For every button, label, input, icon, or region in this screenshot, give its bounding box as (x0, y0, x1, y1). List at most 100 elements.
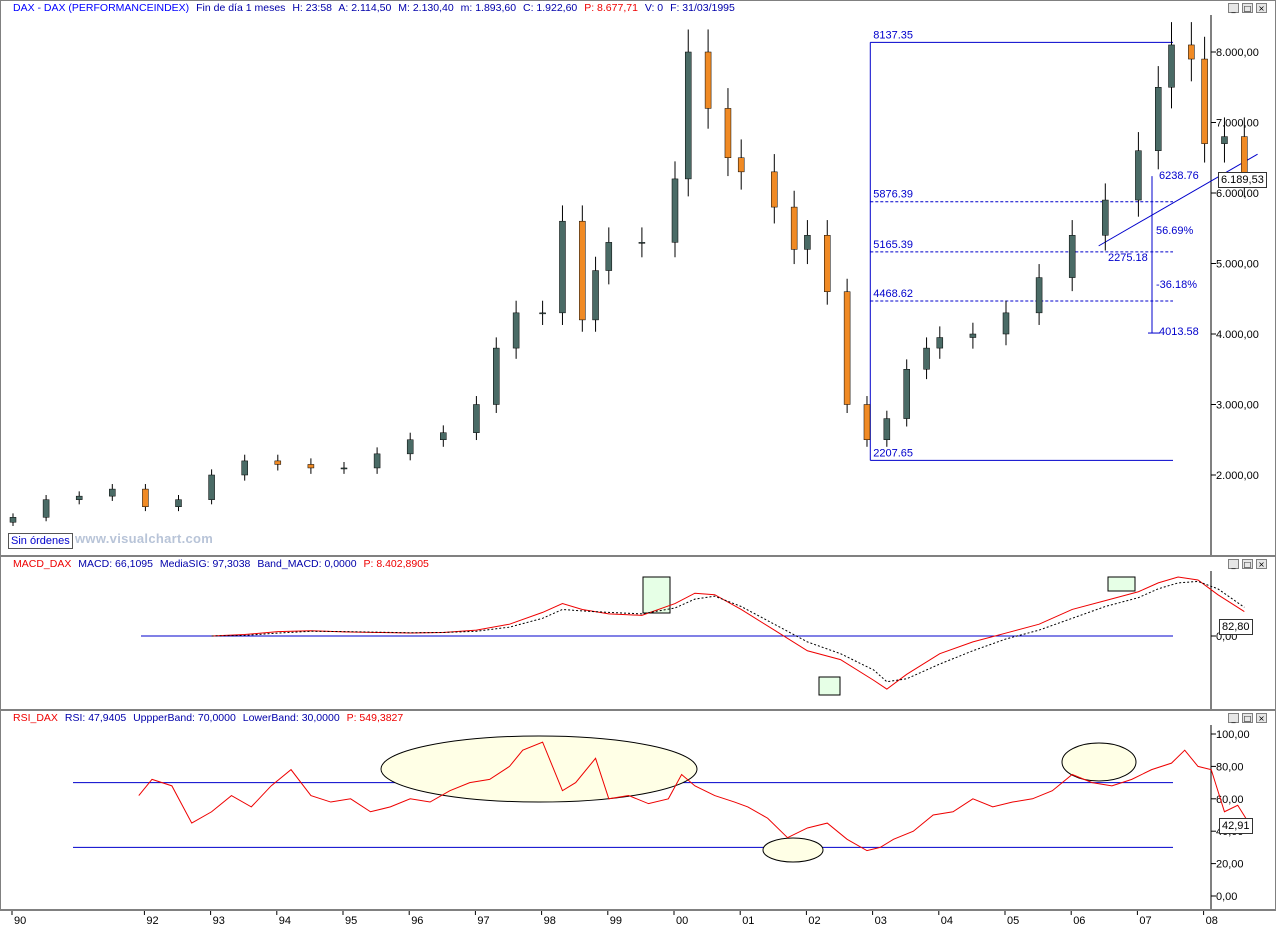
x-axis-tick-label: 97 (477, 915, 489, 927)
candle-down (142, 488, 149, 507)
x-axis-tick-label: 99 (610, 915, 622, 927)
pct-down-label: -36.18% (1156, 279, 1197, 291)
price-title: DAX - DAX (PERFORMANCEINDEX) (13, 2, 190, 14)
candle-up (969, 333, 977, 338)
price-panel: DAX - DAX (PERFORMANCEINDEX) Fin de día … (0, 0, 1276, 556)
x-axis-tick-label: 07 (1139, 915, 1151, 927)
price-chart[interactable]: 8.000,00 7.000,00 6.000,00 5.000,00 4.000,00… (1, 1, 1276, 556)
x-axis-tick-label: 06 (1073, 915, 1085, 927)
macd-chart[interactable]: 0,00 (1, 557, 1276, 710)
candle-up (208, 474, 215, 500)
rsi-highlight-ellipse (380, 735, 698, 803)
candle-down (863, 404, 871, 440)
candle-up (1035, 277, 1043, 314)
candle-up (340, 467, 348, 470)
macd-signal-line (211, 580, 1245, 683)
rsi-highlight-ellipse (1061, 742, 1137, 782)
candle-down (274, 460, 282, 465)
x-axis-tick-label: 03 (875, 915, 887, 927)
fib-label-2: 5165.39 (873, 239, 913, 251)
candle-down (579, 220, 586, 321)
candle-down (737, 157, 745, 173)
candle-up (638, 242, 646, 244)
candle-up (804, 235, 811, 250)
x-axis-tick-label: 02 (808, 915, 820, 927)
close-button[interactable]: × (1256, 3, 1267, 13)
x-axis-tick-label: 04 (941, 915, 953, 927)
target-label: 4013.58 (1159, 326, 1199, 338)
macd-minimize-button[interactable]: _ (1228, 559, 1239, 569)
x-axis: 90 92 93 94 95 96 97 98 99 00 01 02 03 04 05 06 07 08 (0, 910, 1276, 928)
price-y-tick-label: 2.000,00 (1216, 470, 1259, 482)
rsi-y-tick-label: 60,00 (1216, 794, 1244, 806)
candle-up (75, 495, 83, 500)
macd-highlight-box (642, 576, 671, 614)
candle-up (1068, 235, 1076, 278)
candle-up (9, 517, 17, 523)
price-header: DAX - DAX (PERFORMANCEINDEX) Fin de día … (13, 2, 735, 14)
orders-button[interactable]: Sin órdenes (8, 533, 73, 549)
candle-down (843, 291, 851, 405)
rsi-y-tick-label: 0,00 (1216, 891, 1237, 903)
macd-highlight-box (1107, 576, 1136, 592)
x-axis-tick-label: 98 (544, 915, 556, 927)
candle-up (684, 51, 692, 180)
amount-label: 2275.18 (1108, 252, 1148, 264)
candle-up (1168, 44, 1175, 88)
maximize-button[interactable]: □ (1242, 3, 1253, 13)
rsi-header: RSI_DAX RSI: 47,9405 UppperBand: 70,0000… (13, 712, 404, 724)
price-y-tick-label: 8.000,00 (1216, 47, 1259, 59)
rsi-y-tick-label: 80,00 (1216, 761, 1244, 773)
price-y-tick-label: 3.000,00 (1216, 400, 1259, 412)
fib-high-label: 8137.35 (873, 29, 913, 41)
rsi-y-tick-label: 100,00 (1216, 729, 1250, 741)
candle-down (724, 108, 732, 158)
watermark: www.visualchart.com (75, 531, 214, 546)
candle-up (936, 337, 944, 349)
price-y-tick-label: 6.000,00 (1216, 188, 1259, 200)
candle-up (559, 220, 566, 314)
candle-up (241, 460, 248, 476)
candle-up (373, 453, 381, 469)
candle-down (307, 464, 315, 469)
candle-down (1188, 44, 1195, 60)
candle-up (671, 178, 679, 243)
candle-down (1201, 58, 1208, 144)
x-axis-tick-label: 94 (279, 915, 291, 927)
candle-down (790, 206, 798, 250)
macd-close-button[interactable]: × (1256, 559, 1267, 569)
candle-up (109, 488, 116, 497)
macd-line (211, 576, 1245, 690)
candle-up (1221, 136, 1228, 144)
price-last-value: 6.189,53 (1218, 172, 1267, 188)
candle-up (883, 418, 891, 441)
rsi-close-button[interactable]: × (1256, 713, 1267, 723)
fib-label-1: 5876.39 (873, 189, 913, 201)
candle-up (42, 499, 50, 518)
candle-up (605, 242, 613, 271)
candle-up (1002, 312, 1010, 335)
fib-low-label: 2207.65 (873, 447, 913, 459)
x-axis-tick-label: 01 (742, 915, 754, 927)
x-axis-tick-label: 96 (411, 915, 423, 927)
candle-up (903, 369, 910, 419)
rsi-last-value: 42,91 (1219, 818, 1253, 834)
candle-up (1155, 87, 1162, 151)
fib-label-3: 4468.62 (873, 288, 913, 300)
candle-up (440, 432, 447, 441)
rsi-panel: RSI_DAX RSI: 47,9405 UppperBand: 70,0000… (0, 710, 1276, 910)
rsi-maximize-button[interactable]: □ (1242, 713, 1253, 723)
candle-up (175, 499, 182, 507)
rsi-minimize-button[interactable]: _ (1228, 713, 1239, 723)
macd-panel: MACD_DAX MACD: 66,1095 MediaSIG: 97,3038… (0, 556, 1276, 710)
x-axis-tick-label: 08 (1206, 915, 1218, 927)
price-y-tick-label: 5.000,00 (1216, 259, 1259, 271)
candle-up (923, 347, 930, 370)
macd-maximize-button[interactable]: □ (1242, 559, 1253, 569)
candle-up (1102, 199, 1109, 236)
minimize-button[interactable]: _ (1228, 3, 1239, 13)
rsi-y-tick-label: 20,00 (1216, 859, 1244, 871)
macd-highlight-box (818, 676, 841, 696)
x-axis-tick-label: 90 (14, 915, 26, 927)
